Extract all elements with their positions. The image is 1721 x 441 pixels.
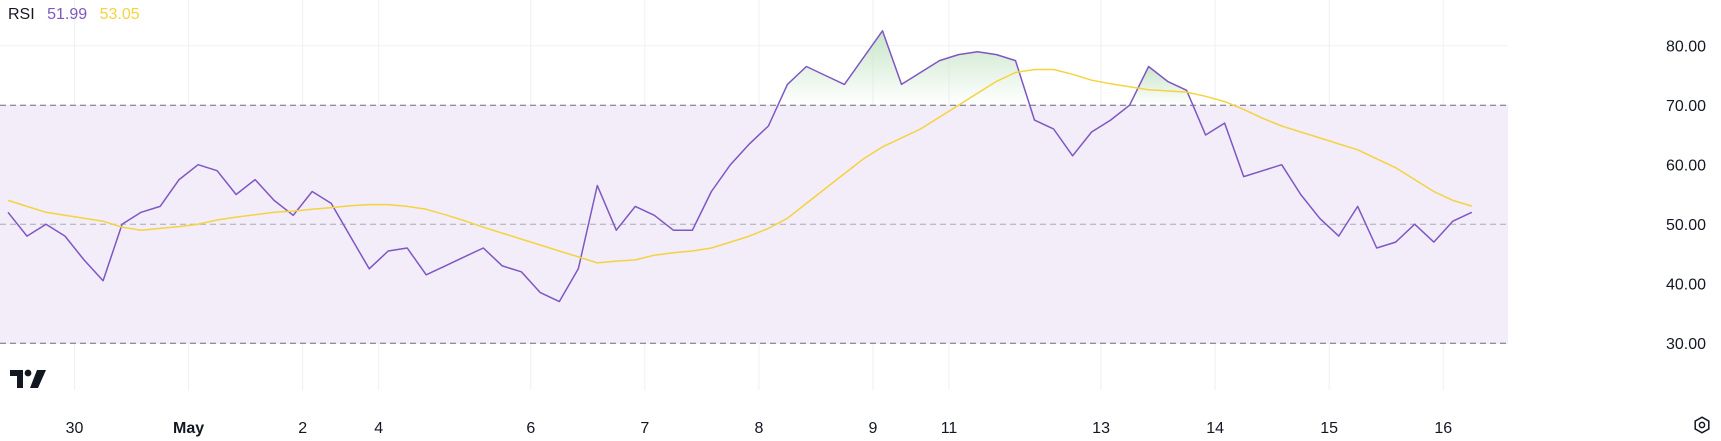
x-tick-label: 8	[754, 420, 763, 437]
y-tick-label: 70.00	[1666, 98, 1706, 115]
legend-rsi-value: 51.99	[47, 6, 88, 23]
x-tick-label: 7	[640, 420, 649, 437]
y-tick-label: 80.00	[1666, 39, 1706, 56]
settings-gear-icon[interactable]	[1693, 416, 1711, 434]
chart-legend: RSI 51.99 53.05	[8, 6, 148, 24]
x-tick-label: May	[173, 420, 204, 437]
y-tick-label: 30.00	[1666, 336, 1706, 353]
x-tick-label: 2	[298, 420, 307, 437]
x-tick-label: 13	[1092, 420, 1110, 437]
rsi-moving-average-line	[7, 68, 1473, 264]
rsi-band-layer	[0, 104, 1508, 344]
x-tick-label: 4	[374, 420, 383, 437]
overbought-area	[1129, 66, 1193, 106]
legend-indicator-name: RSI	[8, 6, 35, 23]
x-tick-label: 15	[1320, 420, 1338, 437]
overbought-fill-layer	[777, 30, 1193, 106]
series-line-layer	[7, 30, 1473, 303]
x-tick-label: 30	[66, 420, 84, 437]
y-tick-label: 60.00	[1666, 158, 1706, 175]
x-axis-labels: 30 May 2 4 6 7 8 9 11 13 14 15 16	[66, 420, 1453, 437]
y-tick-label: 40.00	[1666, 277, 1706, 294]
rsi-line	[7, 30, 1473, 303]
tradingview-logo-icon[interactable]	[10, 368, 54, 390]
x-tick-label: 14	[1206, 420, 1224, 437]
legend-ma-value: 53.05	[99, 6, 140, 23]
overbought-area	[777, 30, 1030, 106]
x-tick-label: 6	[526, 420, 535, 437]
y-tick-label: 50.00	[1666, 217, 1706, 234]
y-axis-labels: 30.00 40.00 50.00 60.00 70.00 80.00	[1666, 39, 1706, 354]
x-tick-label: 11	[941, 420, 958, 437]
x-tick-label: 16	[1434, 420, 1452, 437]
x-tick-label: 9	[869, 420, 878, 437]
